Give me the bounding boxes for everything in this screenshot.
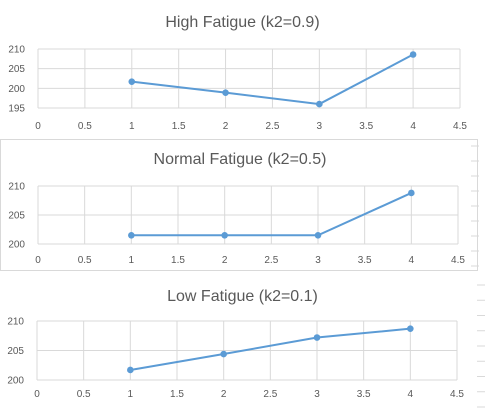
- x-tick-label: 0: [35, 121, 41, 132]
- data-point: [314, 232, 322, 239]
- x-tick-label: 2: [223, 121, 229, 132]
- x-tick-label: 0: [34, 389, 40, 400]
- y-tick-label: 200: [8, 240, 25, 251]
- chart-title: Low Fatigue (k2=0.1): [167, 288, 318, 305]
- chart-high-fatigue: High Fatigue (k2=0.9) 195 200 205 210 0 0.5 1 1.…: [8, 14, 467, 132]
- x-tick-label: 4.5: [450, 389, 464, 400]
- chart-normal-fatigue: Normal Fatigue (k2=0.5) 200 205 210 0 0.5 1 1.5…: [8, 145, 479, 267]
- y-tick-label: 205: [7, 346, 24, 357]
- series-line: [131, 192, 412, 237]
- x-tick-label: 2.5: [265, 121, 279, 132]
- x-tick-label: 2.5: [263, 389, 277, 400]
- data-point: [128, 232, 135, 239]
- x-tick-label: 4.5: [451, 255, 465, 266]
- x-tick-label: 3: [314, 389, 320, 400]
- x-tick-label: 3.5: [359, 121, 373, 132]
- x-tick-label: 3: [315, 255, 321, 266]
- y-tick-label: 205: [8, 211, 25, 222]
- data-point: [220, 350, 227, 358]
- data-point: [221, 232, 228, 239]
- data-point: [127, 366, 134, 374]
- series-line: [130, 327, 411, 371]
- x-tick-label: 0.5: [78, 255, 92, 266]
- x-tick-label: 4: [409, 255, 415, 266]
- data-point: [313, 334, 321, 341]
- data-point: [128, 78, 136, 85]
- x-tick-label: 3.5: [357, 389, 371, 400]
- x-tick-label: 3.5: [358, 255, 372, 266]
- y-tick-label: 210: [8, 45, 25, 56]
- data-point: [222, 89, 229, 96]
- y-tick-label: 210: [7, 317, 24, 328]
- x-tick-label: 0: [35, 255, 41, 266]
- x-tick-label: 1: [129, 255, 135, 266]
- x-tick-label: 4: [408, 389, 414, 400]
- x-tick-label: 1.5: [171, 255, 185, 266]
- x-tick-label: 4.5: [453, 121, 467, 132]
- x-tick-label: 4: [410, 121, 416, 132]
- chart-panel-high-fatigue: High Fatigue (k2=0.9) 195 200 205 210 0 0.5 1 1.…: [0, 0, 485, 134]
- x-tick-label: 1: [128, 389, 134, 400]
- series-line: [131, 53, 414, 106]
- y-tick-label: 200: [8, 84, 25, 95]
- data-point: [409, 51, 417, 58]
- y-tick-label: 200: [7, 376, 24, 387]
- x-tick-label: 1: [129, 121, 135, 132]
- x-tick-label: 0.5: [78, 121, 92, 132]
- x-tick-label: 2: [221, 389, 227, 400]
- chart-panel-normal-fatigue: Normal Fatigue (k2=0.5) 200 205 210 0 0.5 1 1.5…: [0, 139, 479, 271]
- y-tick-label: 205: [8, 64, 25, 75]
- data-point: [408, 189, 415, 197]
- chart-low-fatigue: Low Fatigue (k2=0.1) 200 205 210 0 0.5 1 1.5 2 2.…: [7, 284, 485, 408]
- x-tick-label: 1.5: [170, 389, 184, 400]
- x-tick-label: 3: [317, 121, 323, 132]
- x-tick-label: 2.5: [264, 255, 278, 266]
- data-point: [407, 325, 414, 332]
- y-tick-label: 195: [8, 104, 25, 115]
- y-tick-label: 210: [8, 182, 25, 193]
- chart-title: High Fatigue (k2=0.9): [165, 14, 319, 31]
- data-point: [316, 100, 323, 108]
- chart-title: Normal Fatigue (k2=0.5): [154, 151, 327, 168]
- chart-panel-low-fatigue: Low Fatigue (k2=0.1) 200 205 210 0 0.5 1 1.5 2 2.…: [0, 279, 485, 413]
- x-tick-label: 0.5: [77, 389, 91, 400]
- x-tick-label: 1.5: [172, 121, 186, 132]
- x-tick-label: 2: [222, 255, 228, 266]
